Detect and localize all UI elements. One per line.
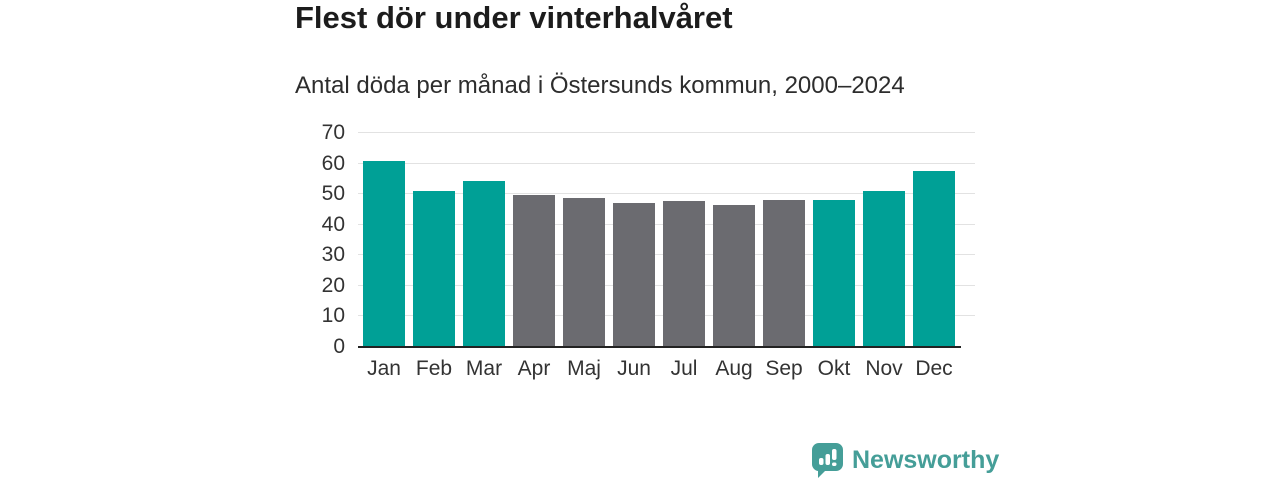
bar-chart-speech-bubble-icon (812, 443, 843, 478)
bar-aug (713, 204, 755, 347)
x-tick-label-jun: Jun (617, 357, 651, 380)
bar-feb (413, 191, 455, 347)
x-tick-label-sep: Sep (765, 357, 803, 380)
bar-dec (913, 171, 955, 347)
newsworthy-logo-text: Newsworthy (852, 446, 1000, 474)
bar-mar (463, 180, 505, 347)
y-tick-label-10: 10 (321, 304, 345, 328)
y-tick-label-0: 0 (333, 335, 345, 358)
bar-apr (513, 195, 555, 347)
x-tick-label-jan: Jan (367, 357, 401, 380)
bar-chart-plot (358, 132, 975, 348)
x-tick-label-nov: Nov (865, 357, 903, 380)
bar-jan (363, 161, 405, 347)
y-tick-label-20: 20 (321, 273, 345, 297)
x-tick-label-dec: Dec (915, 357, 953, 380)
bar-jun (613, 202, 655, 347)
x-tick-label-feb: Feb (415, 357, 453, 380)
x-tick-label-jul: Jul (670, 357, 698, 380)
x-axis-line (358, 346, 961, 348)
bar-jul (663, 200, 705, 347)
y-tick-label-70: 70 (321, 121, 345, 144)
gridline-y-60 (358, 162, 975, 164)
bar-nov (863, 191, 905, 347)
bar-okt (813, 200, 855, 347)
chart-subtitle: Antal döda per månad i Östersunds kommun… (295, 72, 905, 99)
chart-title: Flest dör under vinterhalvåret (295, 0, 733, 35)
x-tick-label-apr: Apr (517, 357, 551, 380)
gridline-y-70 (358, 132, 975, 133)
y-tick-label-60: 60 (321, 151, 345, 175)
bar-sep (763, 199, 805, 347)
x-tick-label-maj: Maj (567, 357, 601, 380)
y-tick-label-50: 50 (321, 182, 345, 206)
y-tick-label-30: 30 (321, 243, 345, 267)
x-tick-label-mar: Mar (465, 357, 503, 380)
y-tick-label-40: 40 (321, 212, 345, 236)
newsworthy-logo: Newsworthy (812, 443, 999, 478)
gridline-y-50 (358, 193, 975, 195)
x-tick-label-okt: Okt (817, 357, 851, 380)
bar-maj (563, 197, 605, 347)
x-tick-label-aug: Aug (715, 357, 753, 380)
